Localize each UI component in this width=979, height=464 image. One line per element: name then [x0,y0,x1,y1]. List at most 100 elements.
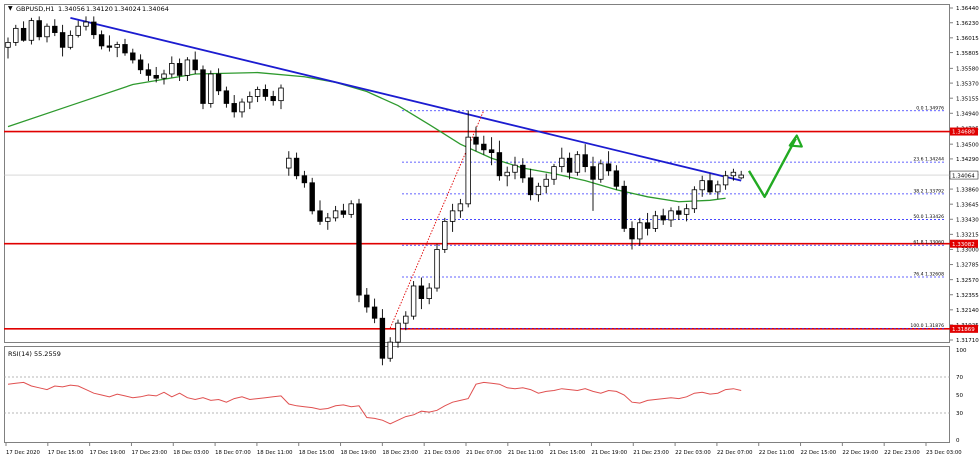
time-axis-label: 18 Dec 19:00 [341,450,377,456]
fib-level-label: 76.4 1.32608 [913,271,944,277]
bullish-candle [387,341,393,359]
rsi-axis-label: 30 [956,411,963,417]
bearish-candle [707,180,713,193]
time-axis-label: 17 Dec 19:00 [90,450,126,456]
time-axis-label: 18 Dec 15:00 [299,450,335,456]
time-axis-label: 22 Dec 03:00 [675,450,711,456]
price-axis-label: 1.32355 [956,293,979,299]
price-axis-label: 1.35155 [956,96,979,102]
symbol-timeframe: GBPUSD,H1 [16,5,54,13]
horizontal-level-tag [950,127,978,136]
bearish-candle [36,20,42,38]
price-axis-label: 1.35370 [956,81,979,87]
time-axis-label: 18 Dec 03:00 [173,450,209,456]
bearish-candle [145,69,152,76]
bullish-candle [184,59,191,76]
bearish-candle [621,185,627,229]
bullish-candle [44,25,50,38]
ohlc-high: 1.34120 [86,5,113,13]
bullish-candle [28,20,35,41]
bullish-candle [652,215,659,229]
bullish-candle [730,171,737,177]
bullish-candle [247,96,253,103]
bearish-candle [200,69,206,104]
bearish-candle [176,63,183,76]
bullish-candle [683,208,690,215]
bearish-candle [481,143,487,151]
symbol-marker-icon: ▼ [8,5,13,12]
bullish-candle [449,210,456,222]
forecast-arrow [747,137,797,199]
bullish-candle [239,101,245,113]
bullish-candle [691,189,698,210]
time-axis-label: 18 Dec 07:00 [215,450,251,456]
price-axis-label: 1.31710 [956,338,979,344]
price-axis-label: 1.32785 [956,263,979,269]
time-axis-label: 23 Dec 03:00 [926,450,962,456]
bearish-candle [496,152,503,177]
bearish-candle [98,34,105,47]
price-pane [4,4,950,343]
bullish-candle [208,73,214,104]
time-axis-label: 17 Dec 23:00 [131,450,167,456]
forecast-arrow-head [788,134,803,148]
bullish-candle [442,220,448,250]
time-axis-label: 22 Dec 11:00 [759,450,795,456]
price-axis-label: 1.33645 [956,202,979,208]
bearish-candle [356,203,362,296]
bullish-candle [722,175,729,186]
bullish-candle [738,174,744,179]
bullish-candle [114,44,120,48]
horizontal-level-tag-text: 1.31869 [952,327,975,333]
current-price-tag-text: 1.34064 [952,173,975,179]
fib-level-label: 61.8 1.33060 [913,240,944,246]
bullish-candle [559,157,565,168]
bullish-candle [434,249,440,289]
rsi-pane [4,346,950,443]
bearish-candle [192,59,198,71]
bearish-candle [293,157,300,177]
ohlc-low: 1.34024 [114,5,141,13]
bullish-candle [426,287,432,299]
fib-swing-line [389,110,485,329]
bearish-candle [364,294,370,308]
rsi-axis-label: 70 [956,375,963,381]
bullish-candle [668,210,674,221]
price-axis-label: 1.32570 [956,278,979,284]
bullish-candle [457,203,464,212]
bullish-candle [169,63,175,75]
time-axis-label: 21 Dec 07:00 [466,450,502,456]
bearish-candle [137,59,144,71]
bearish-candle [660,215,666,221]
bearish-candle [317,210,323,222]
bullish-candle [5,41,11,48]
price-axis-label: 1.33430 [956,217,979,223]
price-axis-label: 1.34500 [956,142,979,148]
bullish-candle [715,184,721,193]
bearish-candle [106,45,113,48]
bullish-candle [254,89,261,97]
fib-level-label: 100.0 1.31876 [910,323,944,329]
bearish-candle [52,25,58,33]
bullish-candle [332,210,339,219]
bullish-candle [325,217,331,222]
bullish-candle [535,185,542,196]
bullish-candle [403,315,409,324]
fib-level-label: 0.0 1.34976 [916,105,944,111]
bearish-candle [122,44,128,54]
current-price-tag [949,170,979,180]
bearish-candle [371,306,378,319]
bearish-candle [613,170,620,187]
price-axis-label: 1.33000 [956,248,979,254]
bullish-candle [161,73,167,79]
bullish-candle [410,285,417,317]
bearish-candle [644,222,651,229]
time-axis-label: 21 Dec 19:00 [591,450,627,456]
time-axis-label: 18 Dec 11:00 [257,450,293,456]
time-axis-label: 21 Dec 03:00 [424,450,460,456]
bullish-candle [598,163,604,180]
time-axis-label: 17 Dec 15:00 [48,450,84,456]
time-axis-label: 17 Dec 2020 [6,450,40,456]
